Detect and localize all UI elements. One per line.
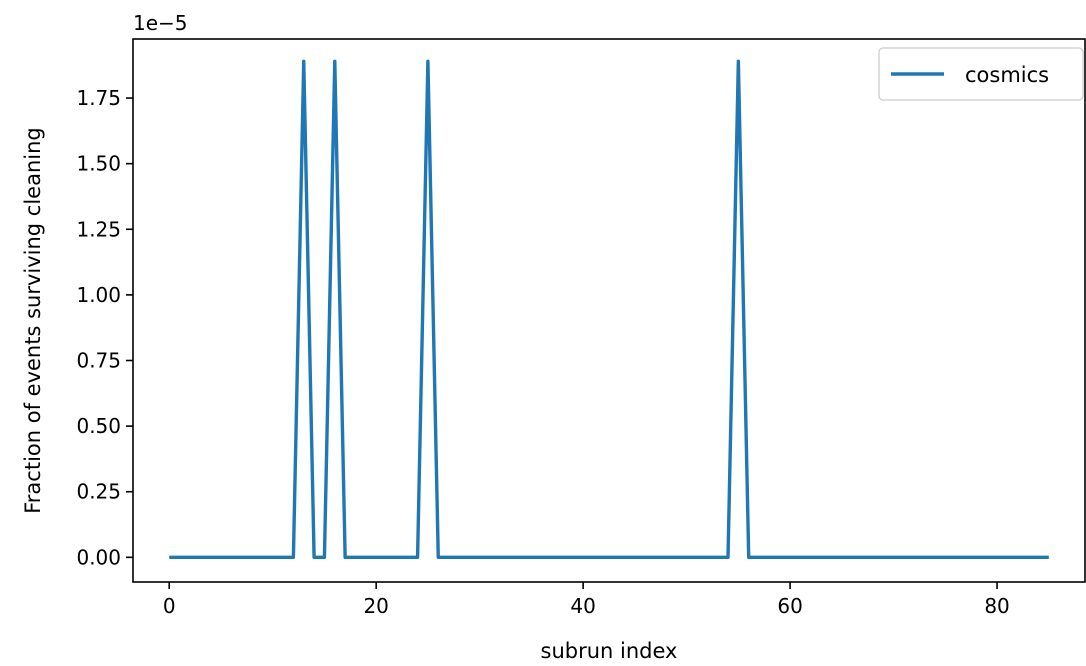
x-tick-label: 60 xyxy=(777,594,802,618)
legend-box xyxy=(878,47,1084,101)
y-tick-label: 1.25 xyxy=(76,217,121,241)
y-tick-label: 0.75 xyxy=(76,348,121,372)
x-axis-label: subrun index xyxy=(541,639,678,663)
y-axis-offset-label: 1e−5 xyxy=(133,11,188,35)
plot-area xyxy=(169,59,1049,560)
y-axis-label: Fraction of events surviving cleaning xyxy=(21,127,45,514)
axes-frame xyxy=(132,38,1086,583)
y-tick-label: 1.75 xyxy=(76,86,121,110)
series-line-cosmics xyxy=(169,59,1049,560)
x-tick-label: 40 xyxy=(570,594,595,618)
y-tick-label: 1.50 xyxy=(76,152,121,176)
y-tick-label: 0.50 xyxy=(76,414,121,438)
legend: cosmics xyxy=(878,47,1084,101)
y-tick-label: 0.00 xyxy=(76,545,121,569)
y-axis-ticks: 0.00 0.25 0.50 0.75 1.00 1.25 1.50 1.75 xyxy=(76,86,133,569)
x-tick-label: 0 xyxy=(163,594,176,618)
y-tick-label: 1.00 xyxy=(76,283,121,307)
x-tick-label: 80 xyxy=(984,594,1009,618)
y-tick-label: 0.25 xyxy=(76,480,121,504)
x-axis-ticks: 0 20 40 60 80 xyxy=(163,582,1010,618)
x-tick-label: 20 xyxy=(363,594,388,618)
legend-label-cosmics: cosmics xyxy=(965,63,1049,87)
